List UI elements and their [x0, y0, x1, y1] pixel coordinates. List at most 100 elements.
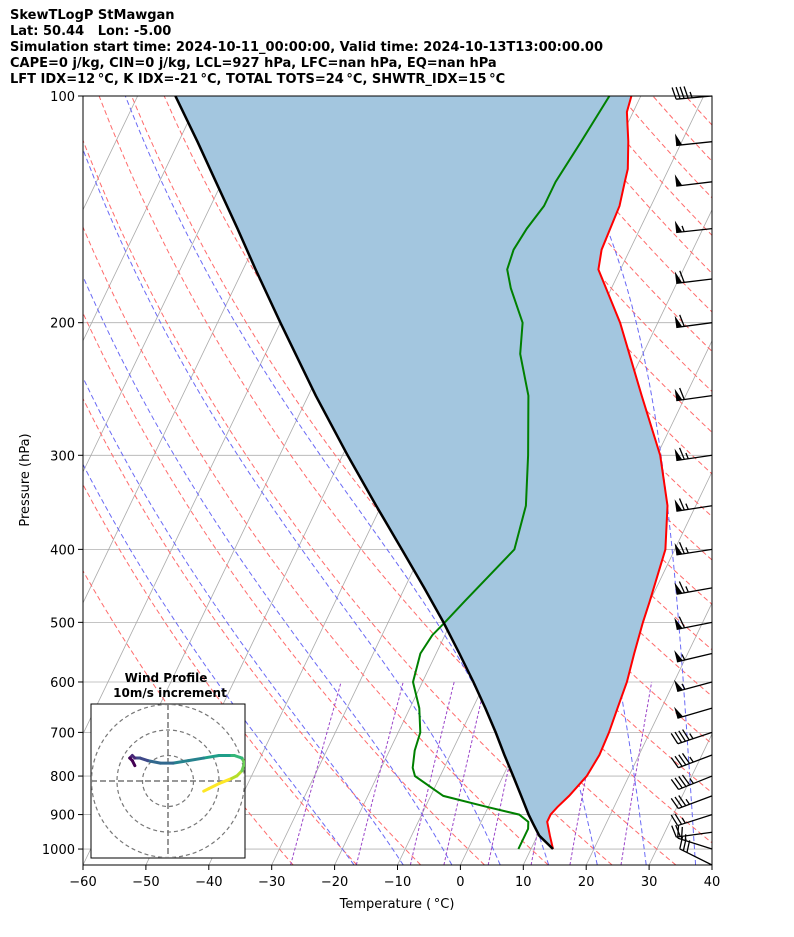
- indices-line: LFT IDX=12 °C, K IDX=-21 °C, TOTAL TOTS=…: [10, 72, 506, 87]
- barb-half: [681, 817, 686, 824]
- barb-staff: [677, 731, 713, 745]
- barb-staff: [677, 681, 713, 692]
- barb-staff: [676, 278, 713, 284]
- barb-full: [674, 813, 683, 825]
- time-line: Simulation start time: 2024-10-11_00:00:…: [10, 40, 603, 55]
- hodo-subtitle: 10m/s increment: [113, 686, 227, 700]
- mixing-ratio-line: [355, 681, 404, 865]
- barb-half: [689, 733, 694, 740]
- barb-full: [680, 826, 683, 840]
- x-tick-label: 40: [704, 875, 721, 890]
- y-tick-label: 700: [50, 726, 75, 741]
- dry-adiabat: [83, 311, 485, 865]
- barb-half: [685, 798, 691, 805]
- barb-full: [678, 795, 687, 807]
- barb-staff: [678, 795, 713, 810]
- wind-barb: [674, 220, 713, 234]
- cape-line: CAPE=0 j/kg, CIN=0 j/kg, LCL=927 hPa, LF…: [10, 56, 497, 71]
- barb-full: [670, 797, 679, 809]
- barb-staff: [677, 707, 713, 719]
- wind-barb: [674, 498, 713, 512]
- barb-staff: [676, 652, 713, 663]
- hodo-trace: [128, 754, 245, 793]
- temperature-line: [546, 96, 669, 850]
- barb-half: [681, 654, 686, 661]
- isotherm: [711, 864, 712, 865]
- hodo-segment: [217, 776, 234, 786]
- barb-staff: [676, 505, 713, 512]
- barb-flag: [674, 679, 683, 692]
- hodo-title: Wind Profile: [125, 671, 208, 685]
- barb-staff: [676, 95, 713, 100]
- barb-flag: [674, 706, 684, 719]
- y-tick-label: 200: [50, 317, 75, 332]
- isotherm: [0, 96, 75, 865]
- data-layer: [174, 96, 669, 850]
- wind-barb: [674, 270, 713, 284]
- barb-full: [679, 270, 685, 283]
- wind-barb: [674, 541, 713, 556]
- isotherm: [0, 96, 12, 865]
- wind-barb: [674, 174, 713, 187]
- barb-half: [689, 778, 694, 784]
- barb-full: [674, 777, 683, 789]
- barb-half: [685, 452, 689, 459]
- wind-profile-inset: Wind Profile 10m/s increment: [90, 671, 246, 859]
- moist-adiabat: [83, 463, 355, 865]
- x-tick-label: 0: [456, 875, 464, 890]
- barb-flag: [674, 271, 683, 284]
- wind-barb: [670, 752, 713, 769]
- barb-staff: [678, 775, 713, 791]
- mixing-ratio-line: [443, 681, 487, 865]
- barb-full: [681, 774, 691, 786]
- barb-staff: [679, 848, 713, 866]
- barb-half: [689, 91, 693, 98]
- dry-adiabat: [98, 96, 677, 865]
- x-tick-label: 30: [641, 875, 658, 890]
- x-axis-label: Temperature ( °C): [339, 897, 455, 912]
- barb-full: [682, 729, 690, 741]
- barb-full: [674, 731, 683, 743]
- hodo-segment: [207, 782, 221, 791]
- parcel-line: [174, 96, 554, 850]
- barb-staff: [676, 621, 713, 631]
- x-tick-label: −30: [258, 875, 285, 890]
- dry-adiabat: [83, 569, 294, 865]
- barb-half: [681, 683, 686, 690]
- barb-staff: [676, 227, 713, 234]
- barb-flag: [674, 499, 683, 512]
- barb-full: [678, 541, 685, 554]
- barb-staff: [676, 454, 713, 462]
- y-tick-label: 800: [50, 770, 75, 785]
- wind-barb: [670, 813, 713, 827]
- x-tick-label: −60: [69, 875, 96, 890]
- barb-staff: [676, 181, 713, 187]
- wind-barb: [674, 650, 713, 663]
- x-tick-label: −10: [384, 875, 411, 890]
- barb-flag: [674, 448, 683, 461]
- barb-half: [685, 547, 689, 554]
- hodo-segment: [146, 759, 162, 765]
- hodo-rings: [91, 704, 245, 858]
- moist-adiabat: [542, 96, 697, 865]
- mixing-ratio-line: [290, 681, 342, 865]
- barb-flag: [674, 174, 683, 187]
- barb-half: [685, 503, 689, 510]
- barb-half: [689, 756, 694, 763]
- barb-full: [670, 814, 679, 826]
- mixing-ratio-line: [409, 681, 455, 865]
- wind-barb: [674, 679, 713, 692]
- barb-flag: [674, 582, 683, 595]
- barb-full: [679, 86, 685, 99]
- x-tick-label: −40: [195, 875, 222, 890]
- x-tick-label: −20: [321, 875, 348, 890]
- axes: −60 −50 −40 −30 −20 −10 0 10 20 30 40 1000 900 800 700…: [42, 90, 720, 890]
- barb-flag: [674, 650, 683, 662]
- barb-full: [670, 732, 679, 745]
- moist-adiabat: [83, 376, 404, 865]
- barb-full: [674, 755, 683, 767]
- barb-full: [675, 86, 681, 100]
- dry-adiabat: [424, 96, 712, 434]
- wind-barb: [675, 133, 713, 147]
